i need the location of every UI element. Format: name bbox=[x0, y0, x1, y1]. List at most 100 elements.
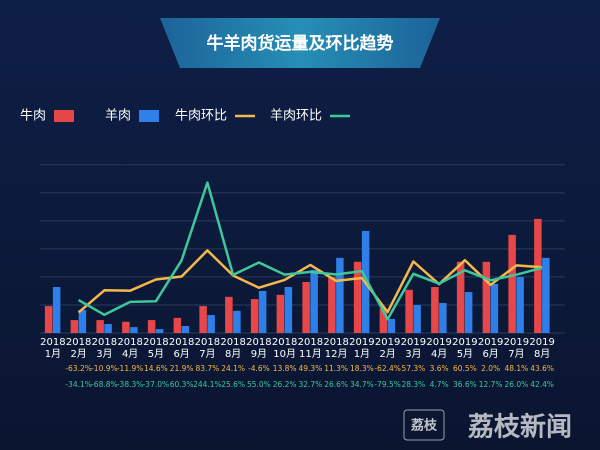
bar bbox=[482, 261, 491, 333]
value-label: 36.6% bbox=[453, 380, 477, 389]
x-tick-label: 12月 bbox=[325, 348, 348, 360]
x-tick-label: 2019 bbox=[375, 337, 400, 348]
x-tick-label: 2018 bbox=[298, 337, 323, 348]
value-label: -63.2% bbox=[65, 364, 92, 373]
legend-label: 牛肉 bbox=[20, 109, 46, 124]
bar bbox=[147, 320, 156, 333]
x-tick-label: 2月 bbox=[70, 348, 86, 360]
x-tick-label: 2018 bbox=[143, 337, 168, 348]
value-label: 42.4% bbox=[530, 380, 554, 389]
value-label: 2.0% bbox=[481, 364, 500, 373]
bar bbox=[44, 306, 53, 333]
value-label: 60.3% bbox=[170, 380, 194, 389]
value-label: 43.6% bbox=[530, 364, 554, 373]
x-tick-label: 2018 bbox=[66, 337, 91, 348]
value-label: 11.3% bbox=[324, 364, 348, 373]
x-tick-label: 1月 bbox=[354, 348, 370, 360]
x-tick-label: 2019 bbox=[349, 337, 374, 348]
x-tick-label: 10月 bbox=[273, 348, 296, 360]
value-label: 18.3% bbox=[350, 364, 374, 373]
x-tick-label: 6月 bbox=[173, 348, 189, 360]
x-tick-label: 7月 bbox=[199, 348, 215, 360]
bar bbox=[516, 276, 524, 333]
bar bbox=[155, 329, 164, 333]
x-tick-label: 2018 bbox=[92, 337, 117, 348]
x-tick-label: 2019 bbox=[426, 337, 451, 348]
value-label: 25.6% bbox=[221, 380, 245, 389]
x-tick-label: 8月 bbox=[225, 348, 241, 360]
x-tick-label: 4月 bbox=[431, 348, 447, 360]
value-label: 48.1% bbox=[504, 364, 528, 373]
x-tick-label: 2018 bbox=[195, 337, 220, 348]
value-label: 34.7% bbox=[350, 380, 374, 389]
value-label: 49.3% bbox=[298, 364, 322, 373]
bar bbox=[284, 287, 293, 333]
value-label: 24.1% bbox=[221, 364, 245, 373]
value-label: 26.6% bbox=[324, 380, 348, 389]
x-tick-label: 2019 bbox=[401, 337, 426, 348]
value-label: -68.8% bbox=[91, 380, 118, 389]
bar bbox=[413, 304, 421, 333]
value-label: 13.8% bbox=[273, 364, 297, 373]
bar bbox=[122, 321, 130, 333]
bar bbox=[439, 303, 447, 333]
bar bbox=[96, 320, 104, 333]
legend-swatch bbox=[139, 110, 160, 122]
bar bbox=[464, 292, 473, 333]
bar bbox=[250, 299, 259, 333]
bar bbox=[302, 281, 310, 333]
value-label: -79.5% bbox=[374, 380, 401, 389]
value-label: 3.6% bbox=[430, 364, 449, 373]
bar bbox=[276, 294, 285, 333]
x-tick-label: 2019 bbox=[529, 337, 554, 348]
x-tick-label: 2018 bbox=[117, 337, 142, 348]
value-label: -34.1% bbox=[65, 380, 92, 389]
legend-label: 牛肉环比 bbox=[175, 109, 227, 124]
x-tick-label: 2018 bbox=[220, 337, 245, 348]
bar bbox=[508, 234, 516, 333]
x-tick-label: 6月 bbox=[482, 348, 498, 360]
bar bbox=[258, 290, 267, 333]
bar bbox=[52, 287, 61, 333]
bar bbox=[387, 318, 396, 333]
bar bbox=[207, 315, 215, 333]
bar bbox=[405, 289, 413, 333]
value-label: 28.3% bbox=[401, 380, 425, 389]
bar bbox=[173, 317, 182, 333]
bar bbox=[534, 218, 542, 333]
legend-swatch bbox=[54, 110, 75, 122]
x-tick-label: 2018 bbox=[169, 337, 194, 348]
x-tick-label: 1月 bbox=[45, 348, 61, 360]
x-tick-label: 2018 bbox=[323, 337, 348, 348]
bar bbox=[353, 261, 362, 333]
x-tick-label: 2018 bbox=[272, 337, 297, 348]
x-tick-label: 5月 bbox=[457, 348, 473, 360]
chart-title: 牛羊肉货运量及环比趋势 bbox=[207, 33, 394, 54]
x-tick-label: 9月 bbox=[251, 348, 267, 360]
bar bbox=[336, 257, 344, 333]
value-label: -38.3% bbox=[117, 380, 144, 389]
value-label: -37.0% bbox=[143, 380, 170, 389]
x-tick-label: 3月 bbox=[96, 348, 112, 360]
bar bbox=[78, 310, 87, 333]
value-label: -10.9% bbox=[91, 364, 118, 373]
value-label: 4.7% bbox=[430, 380, 449, 389]
x-tick-label: 2018 bbox=[246, 337, 271, 348]
value-label: -62.4% bbox=[374, 364, 401, 373]
legend-label: 羊肉 bbox=[105, 108, 131, 124]
value-label: 32.7% bbox=[298, 380, 322, 389]
bar bbox=[233, 310, 241, 333]
bar bbox=[542, 257, 550, 333]
bar bbox=[130, 327, 138, 333]
bar bbox=[379, 308, 388, 333]
value-label: 244.1% bbox=[193, 380, 222, 389]
bar bbox=[431, 287, 439, 333]
bar bbox=[199, 306, 207, 333]
value-label: 57.3% bbox=[401, 364, 425, 373]
bar bbox=[490, 283, 499, 333]
bar bbox=[104, 324, 112, 333]
title-banner bbox=[160, 18, 440, 68]
logo: 荔枝 bbox=[410, 418, 438, 434]
x-tick-label: 11月 bbox=[299, 348, 322, 360]
